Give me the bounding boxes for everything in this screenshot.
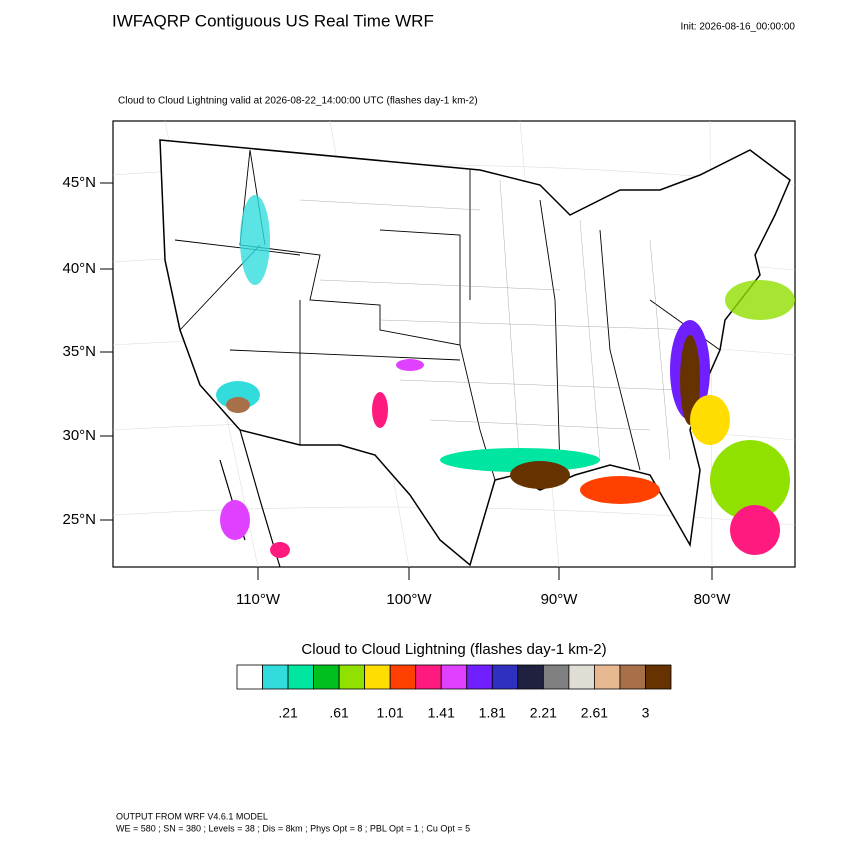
lat-label: 45°N	[62, 174, 96, 191]
colorbar-box	[466, 664, 493, 690]
colorbar-box	[236, 664, 263, 690]
colorbar-label: .61	[329, 705, 349, 721]
lon-label: 80°W	[694, 591, 732, 608]
colorbar-box	[262, 664, 289, 690]
footer-settings: WE = 580 ; SN = 380 ; Levels = 38 ; Dis …	[116, 823, 470, 833]
title: IWFAQRP Contiguous US Real Time WRF	[112, 11, 434, 30]
colorbar-label: 1.81	[479, 705, 506, 721]
colorbar-box	[389, 664, 417, 690]
colorbar-label: 2.21	[530, 705, 557, 721]
colorbar-label: 2.61	[581, 705, 608, 721]
colorbar-title: Cloud to Cloud Lightning (flashes day-1 …	[301, 641, 606, 658]
colorbar-box	[619, 664, 646, 690]
lon-label: 110°W	[236, 591, 281, 608]
colorbar-box	[542, 664, 570, 690]
lon-label: 90°W	[541, 591, 579, 608]
colorbar-box	[287, 664, 314, 690]
colorbar: .21 .61 1.01 1.41 1.81 2.21 2.61 3	[236, 664, 672, 721]
lon-label: 100°W	[386, 591, 432, 608]
colorbar-box	[645, 664, 672, 690]
colorbar-box	[440, 664, 468, 690]
colorbar-box	[568, 664, 595, 690]
colorbar-box	[415, 664, 442, 690]
colorbar-box	[517, 664, 544, 690]
colorbar-label: 1.41	[428, 705, 455, 721]
lat-label: 40°N	[62, 260, 96, 277]
colorbar-box	[491, 664, 519, 690]
lightning-areas	[216, 195, 795, 558]
lat-label: 35°N	[62, 343, 96, 360]
colorbar-label: 1.01	[377, 705, 404, 721]
lat-label: 25°N	[62, 511, 96, 528]
colorbar-box	[364, 664, 391, 690]
colorbar-box	[594, 664, 621, 690]
colorbar-label: .21	[278, 705, 298, 721]
lat-label: 30°N	[62, 427, 96, 444]
init-time: Init: 2026-08-16_00:00:00	[680, 22, 795, 33]
map: 45°N 40°N 35°N 30°N 25°N 110°W 100°W 90°W 80°W	[62, 120, 796, 608]
subtitle: Cloud to Cloud Lightning valid at 2026-0…	[118, 96, 478, 107]
footer-model: OUTPUT FROM WRF V4.6.1 MODEL	[116, 811, 268, 821]
colorbar-box	[338, 664, 366, 690]
colorbar-box	[313, 664, 340, 690]
colorbar-label: 3	[642, 705, 650, 721]
